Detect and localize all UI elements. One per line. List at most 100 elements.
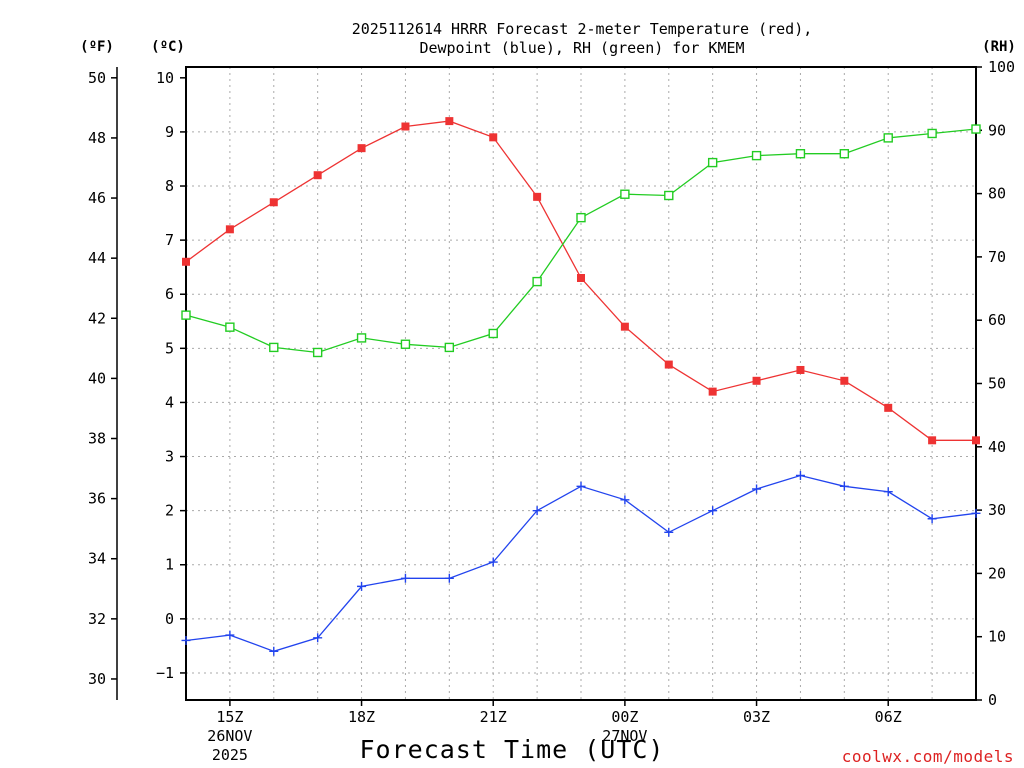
temperature-point xyxy=(269,198,278,207)
rh-tick-label: 0 xyxy=(988,691,997,709)
fahrenheit-tick-label: 30 xyxy=(88,670,106,688)
dewpoint-point xyxy=(181,635,191,645)
celsius-tick-label: 7 xyxy=(165,231,174,249)
rh-point xyxy=(576,212,586,223)
dewpoint-line xyxy=(185,474,977,652)
dewpoint-point xyxy=(444,573,454,583)
rh-tick-label: 90 xyxy=(988,121,1006,139)
dewpoint-point xyxy=(664,527,674,537)
celsius-tick-label: 6 xyxy=(165,285,174,303)
rh-point xyxy=(751,150,762,161)
series-layer xyxy=(181,117,981,656)
dewpoint-point xyxy=(225,630,235,640)
rh-point xyxy=(225,322,235,332)
rh-tick-label: 100 xyxy=(988,58,1015,76)
rh-point xyxy=(971,124,981,134)
x-tick-date-label: 26NOV xyxy=(207,727,252,745)
rh-point xyxy=(444,342,455,353)
temperature-point xyxy=(533,192,542,201)
rh-series xyxy=(181,124,981,358)
dewpoint-point xyxy=(488,557,498,567)
x-tick-label: 03Z xyxy=(743,708,770,726)
chart-title-line2: Dewpoint (blue), RH (green) for KMEM xyxy=(419,39,744,57)
grid-layer xyxy=(186,67,976,700)
dewpoint-point xyxy=(971,508,981,518)
rh-point xyxy=(312,347,323,358)
fahrenheit-tick-label: 44 xyxy=(88,249,106,267)
rh-point xyxy=(927,128,937,139)
dewpoint-point xyxy=(532,506,542,516)
x-tick-label: 18Z xyxy=(348,708,375,726)
x-axis-label: Forecast Time (UTC) xyxy=(360,735,665,764)
temperature-point xyxy=(620,322,629,331)
rh-tick-label: 20 xyxy=(988,564,1006,582)
fahrenheit-tick-label: 40 xyxy=(88,369,106,387)
celsius-tick-label: 9 xyxy=(165,123,174,141)
x-tick-label: 00Z xyxy=(611,708,638,726)
fahrenheit-tick-label: 48 xyxy=(88,129,106,147)
temperature-point xyxy=(752,376,761,385)
dewpoint-point xyxy=(839,481,849,491)
x-tick-date-label: 27NOV xyxy=(602,727,647,745)
rh-tick-label: 30 xyxy=(988,501,1006,519)
dewpoint-point xyxy=(269,646,279,656)
dewpoint-point xyxy=(795,470,805,480)
celsius-tick-label: 4 xyxy=(165,393,174,411)
celsius-unit-label: (ºC) xyxy=(151,39,185,55)
rh-point xyxy=(269,342,279,353)
axes-layer: 3032343638404244464850−10123456789100102… xyxy=(88,58,1015,764)
fahrenheit-tick-label: 50 xyxy=(88,69,106,87)
celsius-tick-label: 5 xyxy=(165,339,174,357)
dewpoint-point xyxy=(620,495,630,505)
rh-point xyxy=(839,149,850,159)
dewpoint-point xyxy=(883,487,893,497)
celsius-tick-label: 10 xyxy=(156,69,174,87)
fahrenheit-tick-label: 32 xyxy=(88,610,106,628)
temperature-point xyxy=(840,376,849,385)
rh-point xyxy=(707,157,718,168)
temperature-point xyxy=(225,225,234,234)
x-tick-label: 15Z xyxy=(216,708,243,726)
dewpoint-series xyxy=(181,470,981,656)
rh-tick-label: 10 xyxy=(988,628,1006,646)
temperature-point xyxy=(489,133,498,142)
temperature-point xyxy=(182,257,190,266)
credit-text: coolwx.com/models xyxy=(842,747,1014,766)
temperature-point xyxy=(708,387,717,396)
celsius-tick-label: 2 xyxy=(165,502,174,520)
rh-tick-label: 40 xyxy=(988,438,1006,456)
x-tick-label: 21Z xyxy=(480,708,507,726)
temperature-point xyxy=(401,122,410,131)
dewpoint-point xyxy=(708,506,718,516)
rh-tick-label: 50 xyxy=(988,375,1006,393)
rh-point xyxy=(488,328,498,339)
celsius-tick-label: 3 xyxy=(165,448,174,466)
dewpoint-point xyxy=(752,484,762,494)
chart-title-line1: 2025112614 HRRR Forecast 2-meter Tempera… xyxy=(352,20,813,38)
dewpoint-point xyxy=(576,481,586,491)
fahrenheit-unit-label: (ºF) xyxy=(80,39,114,55)
rh-tick-label: 80 xyxy=(988,185,1006,203)
temperature-point xyxy=(577,274,585,282)
temperature-point xyxy=(357,144,366,153)
x-tick-label: 06Z xyxy=(875,708,902,726)
rh-point xyxy=(664,190,674,201)
temperature-series xyxy=(182,117,980,445)
temperature-point xyxy=(445,117,454,126)
celsius-tick-label: −1 xyxy=(156,664,174,682)
celsius-tick-label: 0 xyxy=(165,610,174,628)
rh-unit-label: (RH) xyxy=(982,39,1016,55)
rh-point xyxy=(532,276,542,287)
rh-tick-label: 60 xyxy=(988,311,1006,329)
rh-point xyxy=(620,189,630,199)
rh-point xyxy=(181,310,191,320)
dewpoint-point xyxy=(313,633,323,643)
rh-point xyxy=(400,339,411,349)
plot-frame xyxy=(185,66,977,701)
temperature-point xyxy=(796,365,805,374)
temperature-point xyxy=(972,436,980,445)
fahrenheit-tick-label: 36 xyxy=(88,490,106,508)
dewpoint-point xyxy=(927,514,937,524)
temperature-point xyxy=(928,436,937,445)
